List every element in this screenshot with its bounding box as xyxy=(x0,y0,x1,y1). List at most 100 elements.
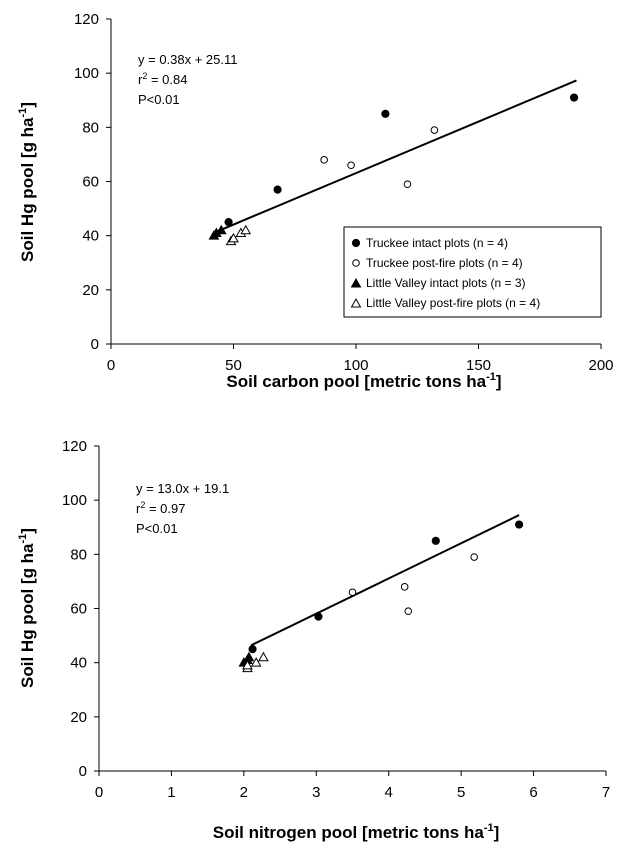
annotation-p: P<0.01 xyxy=(136,521,178,536)
annotation-r2: r2 = 0.97 xyxy=(136,500,185,516)
x-tick-labels: 0 50 100 150 200 xyxy=(107,357,614,374)
axes xyxy=(94,445,607,776)
data-point xyxy=(242,659,253,670)
y-axis-label-main: Soil Hg pool [g ha xyxy=(18,117,37,262)
x-axis-label-sup: -1 xyxy=(484,822,494,834)
data-point xyxy=(514,520,524,529)
data-point xyxy=(320,156,328,164)
x-tick-label: 50 xyxy=(225,357,242,374)
x-tick-label: 100 xyxy=(343,357,368,374)
data-point xyxy=(258,651,269,662)
y-tick-label: 20 xyxy=(82,282,99,299)
x-tick-label: 3 xyxy=(312,784,320,801)
r2-r: r xyxy=(138,72,143,87)
y-axis-label-main: Soil Hg pool [g ha xyxy=(18,543,37,688)
annotation-equation: y = 0.38x + 25.11 xyxy=(138,52,238,67)
regression-line xyxy=(213,79,577,234)
y-tick-label: 20 xyxy=(70,709,87,726)
regression-line xyxy=(250,514,520,647)
legend-box xyxy=(343,226,602,318)
y-tick-label: 120 xyxy=(74,11,99,28)
data-point xyxy=(228,232,239,243)
y-axis-label: Soil Hg pool [g ha-1] xyxy=(17,102,37,262)
x-tick-label: 7 xyxy=(602,784,610,801)
data-point xyxy=(314,612,323,621)
data-point xyxy=(431,536,440,545)
series-1 xyxy=(320,126,439,189)
annotation-r2: r2 = 0.84 xyxy=(138,71,187,87)
y-tick-label: 0 xyxy=(79,763,87,780)
legend-label-lv-postfire: Little Valley post-fire plots (n = 4) xyxy=(366,296,540,310)
data-point xyxy=(381,109,390,118)
x-axis-label-end: ] xyxy=(496,372,502,391)
annotation-p: P<0.01 xyxy=(138,92,180,107)
data-points xyxy=(208,93,579,246)
y-tick-label: 60 xyxy=(82,174,99,191)
x-tick-label: 5 xyxy=(457,784,465,801)
regression-line xyxy=(213,79,577,234)
x-tick-label: 6 xyxy=(529,784,537,801)
r2-r: r xyxy=(136,501,141,516)
legend-marker-truckee-intact xyxy=(351,238,361,248)
x-tick-label: 0 xyxy=(95,784,103,801)
series-2 xyxy=(208,224,227,240)
y-tick-label: 100 xyxy=(62,492,87,509)
x-tick-label: 2 xyxy=(240,784,248,801)
series-3 xyxy=(242,651,269,673)
r2-sup: 2 xyxy=(140,500,145,510)
carbon-panel: 0 50 100 150 200 0 20 40 60 80 100 120 y = 0.38x +… xyxy=(17,11,614,391)
axes xyxy=(106,18,602,349)
y-tick-label: 40 xyxy=(70,655,87,672)
legend: Truckee intact plots (n = 4) Truckee pos… xyxy=(343,226,602,318)
y-tick-label: 80 xyxy=(70,546,87,563)
data-point xyxy=(273,185,282,194)
r2-value: = 0.84 xyxy=(147,72,187,87)
data-point xyxy=(569,93,579,102)
y-tick-labels: 0 20 40 60 80 100 120 xyxy=(74,11,99,353)
annotation-equation: y = 13.0x + 19.1 xyxy=(136,481,229,496)
regression-line xyxy=(250,514,520,647)
x-tick-label: 150 xyxy=(466,357,491,374)
data-point xyxy=(243,651,255,662)
y-axis-label-sup: -1 xyxy=(17,534,29,544)
legend-marker-lv-postfire xyxy=(350,297,362,308)
y-axis-label-end: ] xyxy=(18,102,37,108)
y-axis-label-end: ] xyxy=(18,528,37,534)
data-point xyxy=(248,645,257,654)
r2-sup: 2 xyxy=(142,71,147,81)
x-axis-label: Soil carbon pool [metric tons ha-1] xyxy=(226,371,501,391)
data-point xyxy=(215,224,227,235)
data-point xyxy=(470,553,478,561)
series-0 xyxy=(224,93,579,227)
x-axis-label-main: Soil nitrogen pool [metric tons ha xyxy=(213,823,485,842)
data-point xyxy=(224,218,233,227)
series-3 xyxy=(225,224,252,246)
x-axis-label-end: ] xyxy=(494,823,500,842)
data-point xyxy=(240,224,252,235)
legend-marker-truckee-postfire xyxy=(352,259,360,267)
data-point xyxy=(400,583,409,591)
x-tick-label: 200 xyxy=(588,357,613,374)
data-point xyxy=(430,126,439,134)
data-points xyxy=(238,520,524,673)
data-point xyxy=(348,588,357,597)
x-tick-label: 1 xyxy=(167,784,175,801)
x-axis-label-sup: -1 xyxy=(486,371,496,383)
y-tick-label: 100 xyxy=(74,65,99,82)
y-axis-label: Soil Hg pool [g ha-1] xyxy=(17,528,37,688)
legend-label-truckee-postfire: Truckee post-fire plots (n = 4) xyxy=(366,256,523,270)
legend-label-truckee-intact: Truckee intact plots (n = 4) xyxy=(366,236,508,250)
legend-label-lv-intact: Little Valley intact plots (n = 3) xyxy=(366,276,526,290)
x-tick-labels: 0 1 2 3 4 5 6 7 xyxy=(95,784,610,801)
x-tick-label: 0 xyxy=(107,357,115,374)
data-point xyxy=(250,657,262,667)
data-point xyxy=(403,180,412,189)
y-axis-label-sup: -1 xyxy=(17,108,29,118)
y-tick-label: 60 xyxy=(70,601,87,618)
y-tick-label: 40 xyxy=(82,228,99,245)
nitrogen-panel: 0 1 2 3 4 5 6 7 0 20 40 60 80 100 120 y = 13.0x + 19.… xyxy=(17,438,610,842)
series-1 xyxy=(348,553,478,616)
y-tick-label: 120 xyxy=(62,438,87,455)
legend-marker-lv-intact xyxy=(350,277,362,288)
x-axis-label-main: Soil carbon pool [metric tons ha xyxy=(226,372,486,391)
